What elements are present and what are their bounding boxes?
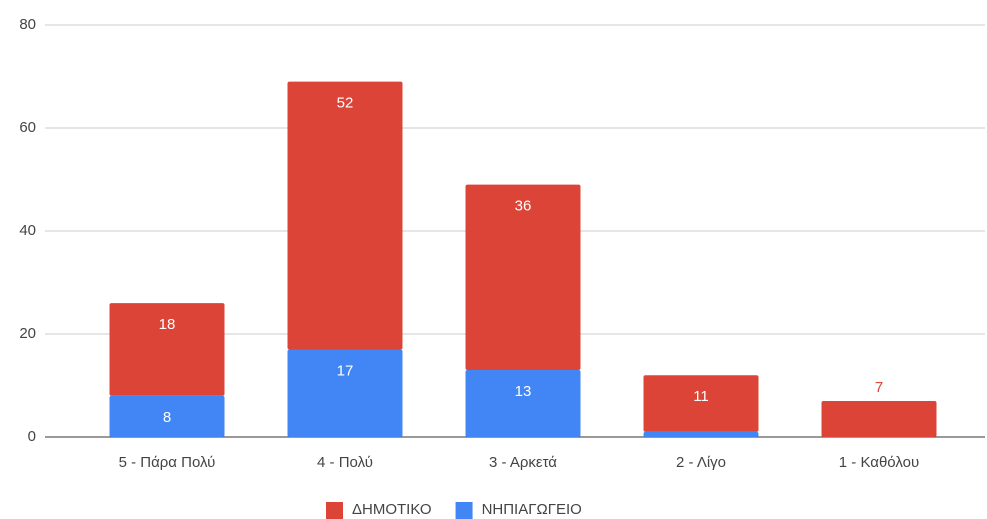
legend-swatch [455,502,473,519]
legend-label: ΝΗΠΙΑΓΩΓΕΙΟ [482,501,582,518]
bar-segment [643,431,759,437]
data-label: 36 [515,198,532,215]
data-label: 17 [337,362,354,379]
y-tick-label: 80 [19,16,36,33]
data-label: 52 [337,95,354,112]
bar-segment [465,370,581,437]
x-tick-label: 4 - Πολύ [317,454,373,471]
x-tick-label: 3 - Αρκετά [489,454,557,471]
bar-segment [643,375,759,432]
x-tick-label: 5 - Πάρα Πολύ [119,454,216,471]
bar-segment [821,400,937,437]
data-label: 18 [159,316,176,333]
x-tick-label: 2 - Λίγο [676,454,726,471]
y-tick-label: 40 [19,222,36,239]
bar-segment [465,184,581,371]
data-label: 11 [693,388,709,405]
data-label: 7 [875,379,883,396]
y-tick-label: 0 [28,428,36,445]
y-tick-label: 60 [19,119,36,136]
bar-segment [109,395,225,437]
data-label: 8 [163,409,171,426]
bar-segment [287,349,403,437]
legend-swatch [326,502,343,519]
bar-segment [109,303,225,396]
x-tick-label: 1 - Καθόλου [839,454,919,471]
y-tick-label: 20 [19,325,36,342]
bar-segment [287,81,403,350]
data-label: 13 [515,383,532,400]
legend-label: ΔΗΜΟΤΙΚΟ [352,501,432,518]
